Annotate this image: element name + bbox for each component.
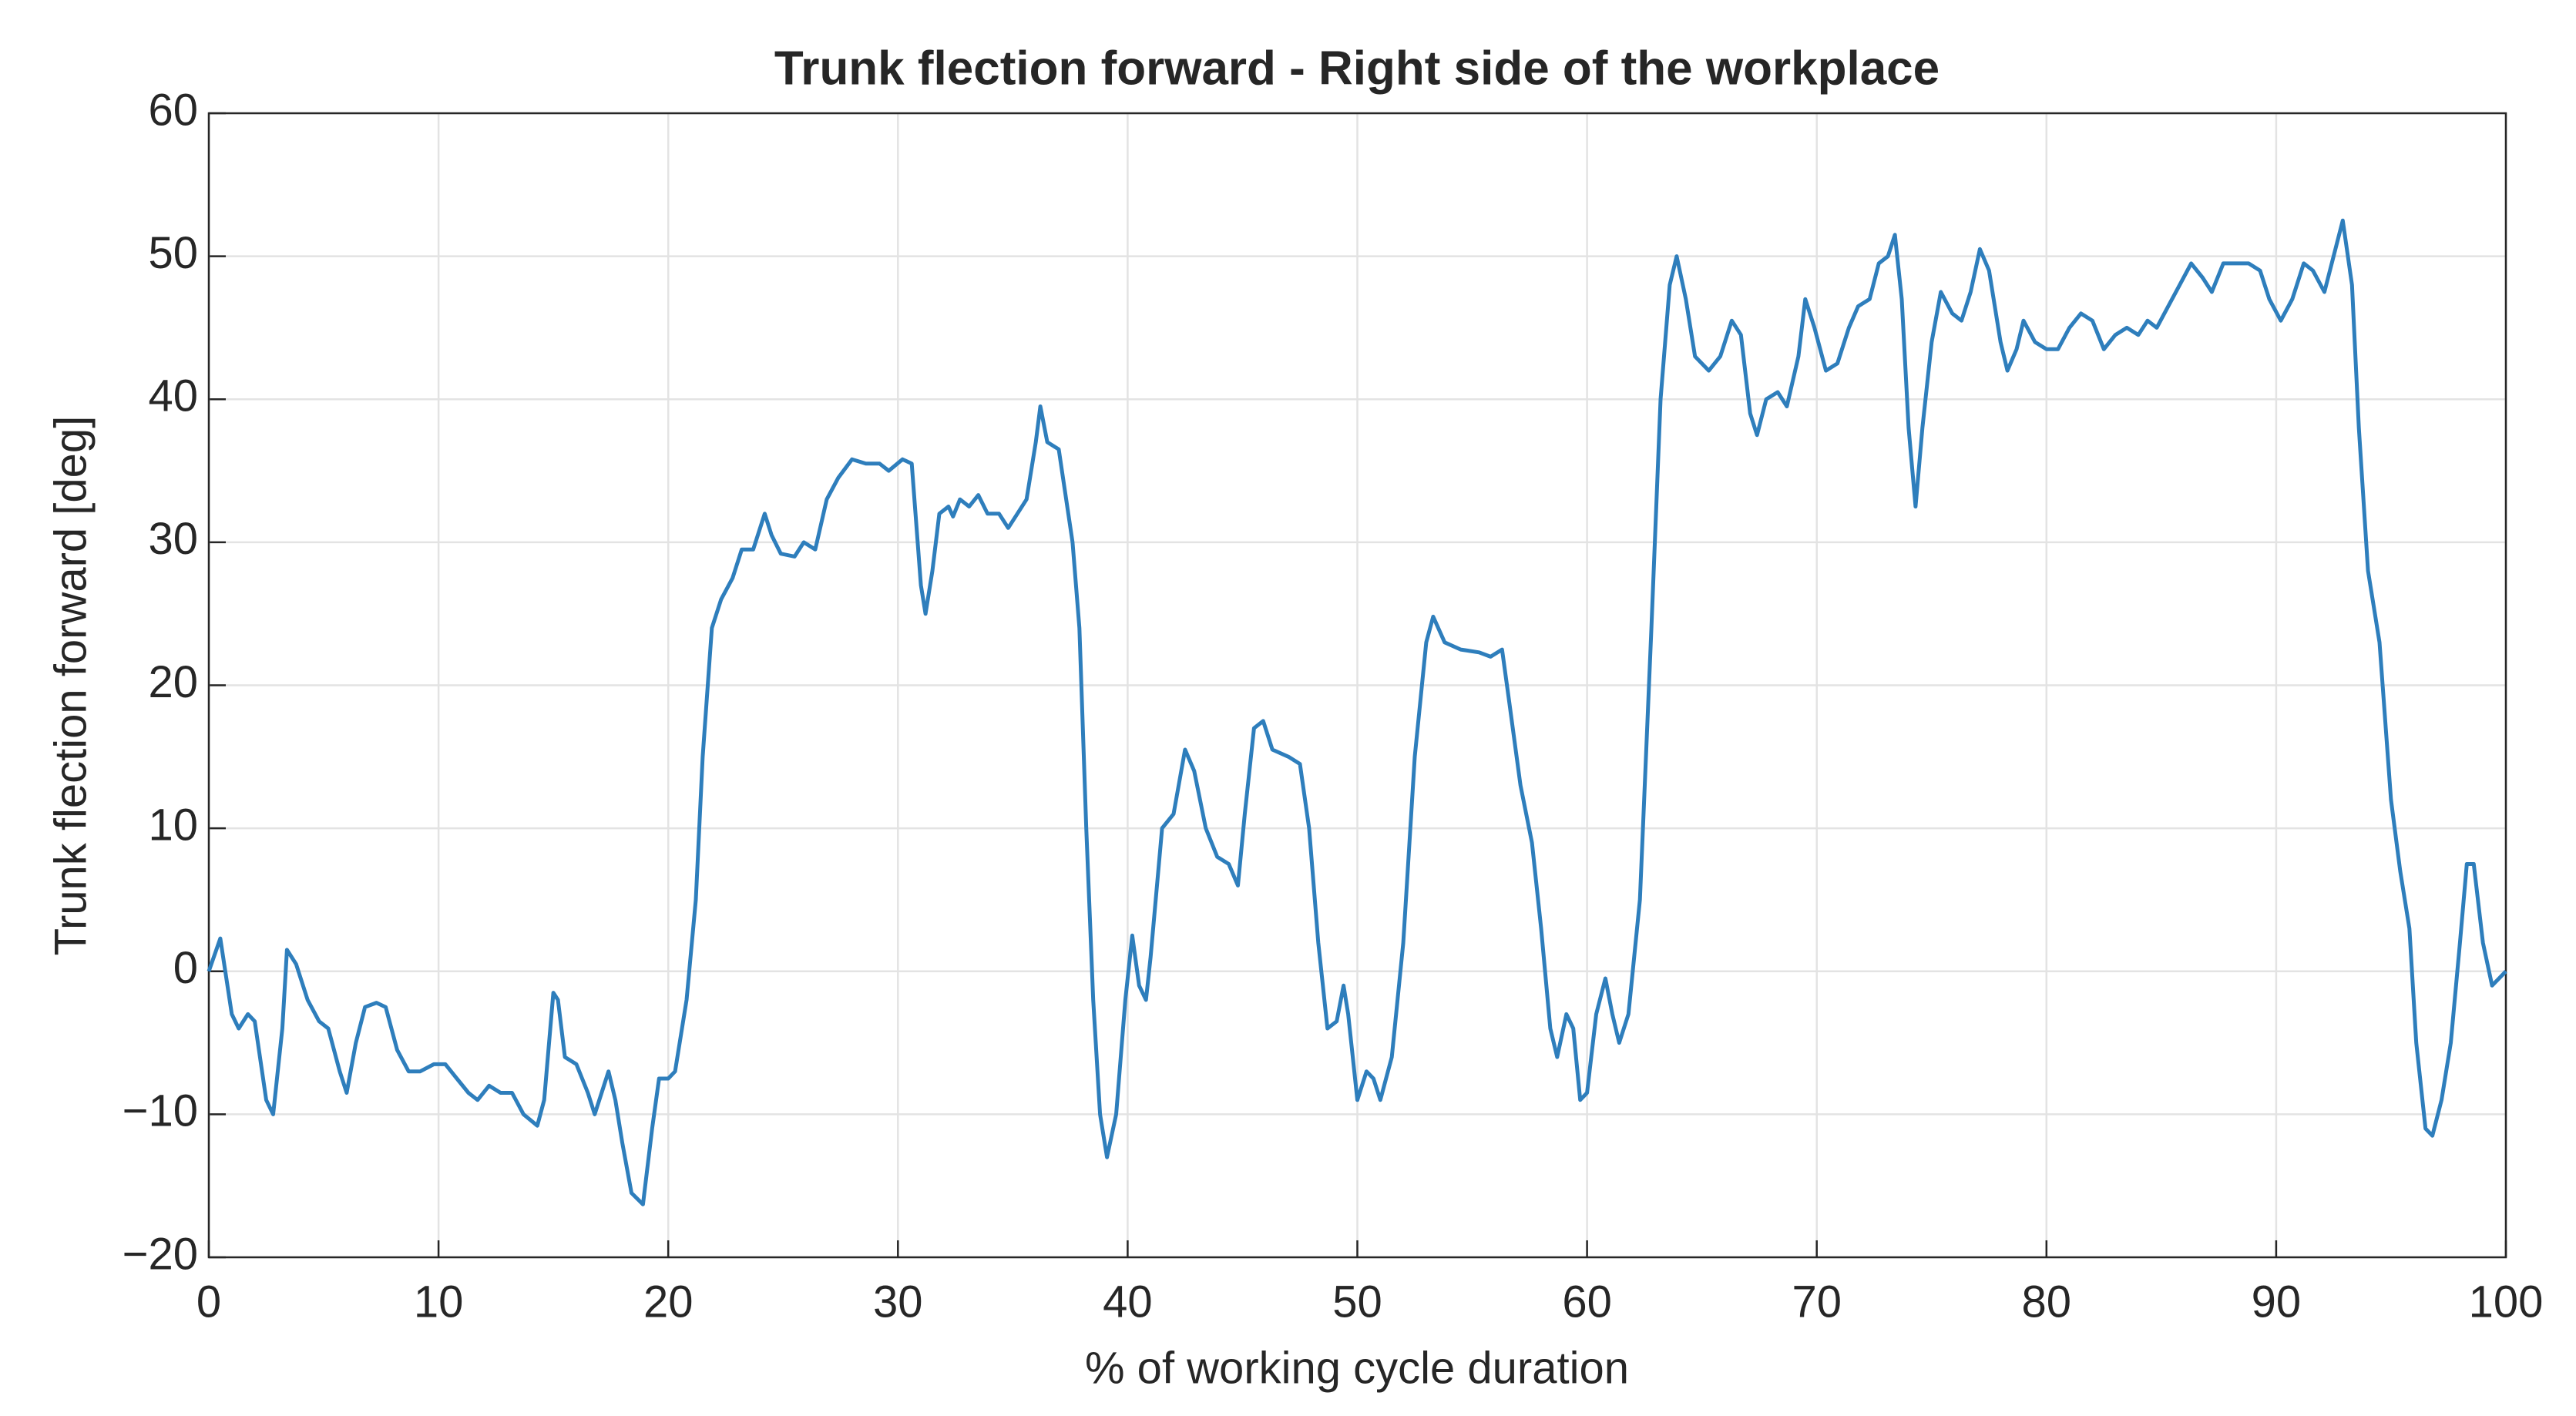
x-tick-label: 100 xyxy=(2469,1277,2544,1327)
x-tick-label: 20 xyxy=(643,1277,694,1327)
x-tick-label: 60 xyxy=(1562,1277,1612,1327)
y-tick-label: 30 xyxy=(148,514,198,564)
y-tick-label: 10 xyxy=(148,800,198,850)
y-tick-label: −20 xyxy=(123,1229,198,1279)
y-tick-label: 0 xyxy=(173,943,198,993)
y-tick-label: 40 xyxy=(148,371,198,421)
x-tick-label: 10 xyxy=(414,1277,464,1327)
y-tick-label: 50 xyxy=(148,228,198,278)
x-axis-label: % of working cycle duration xyxy=(1085,1343,1629,1393)
x-tick-label: 30 xyxy=(873,1277,923,1327)
x-tick-label: 40 xyxy=(1103,1277,1153,1327)
y-tick-label: 60 xyxy=(148,85,198,135)
x-tick-label: 90 xyxy=(2252,1277,2302,1327)
chart-title: Trunk flection forward - Right side of t… xyxy=(774,42,1940,95)
plot-frame xyxy=(207,112,2507,1259)
x-tick-label: 70 xyxy=(1792,1277,1842,1327)
y-axis-label: Trunk flection forward [deg] xyxy=(45,416,96,956)
x-tick-label: 50 xyxy=(1332,1277,1382,1327)
x-tick-label: 0 xyxy=(196,1277,221,1327)
data-line xyxy=(207,218,2507,1206)
y-tick-label: −10 xyxy=(123,1086,198,1136)
y-tick-label: 20 xyxy=(148,657,198,707)
x-tick-label: 80 xyxy=(2022,1277,2072,1327)
